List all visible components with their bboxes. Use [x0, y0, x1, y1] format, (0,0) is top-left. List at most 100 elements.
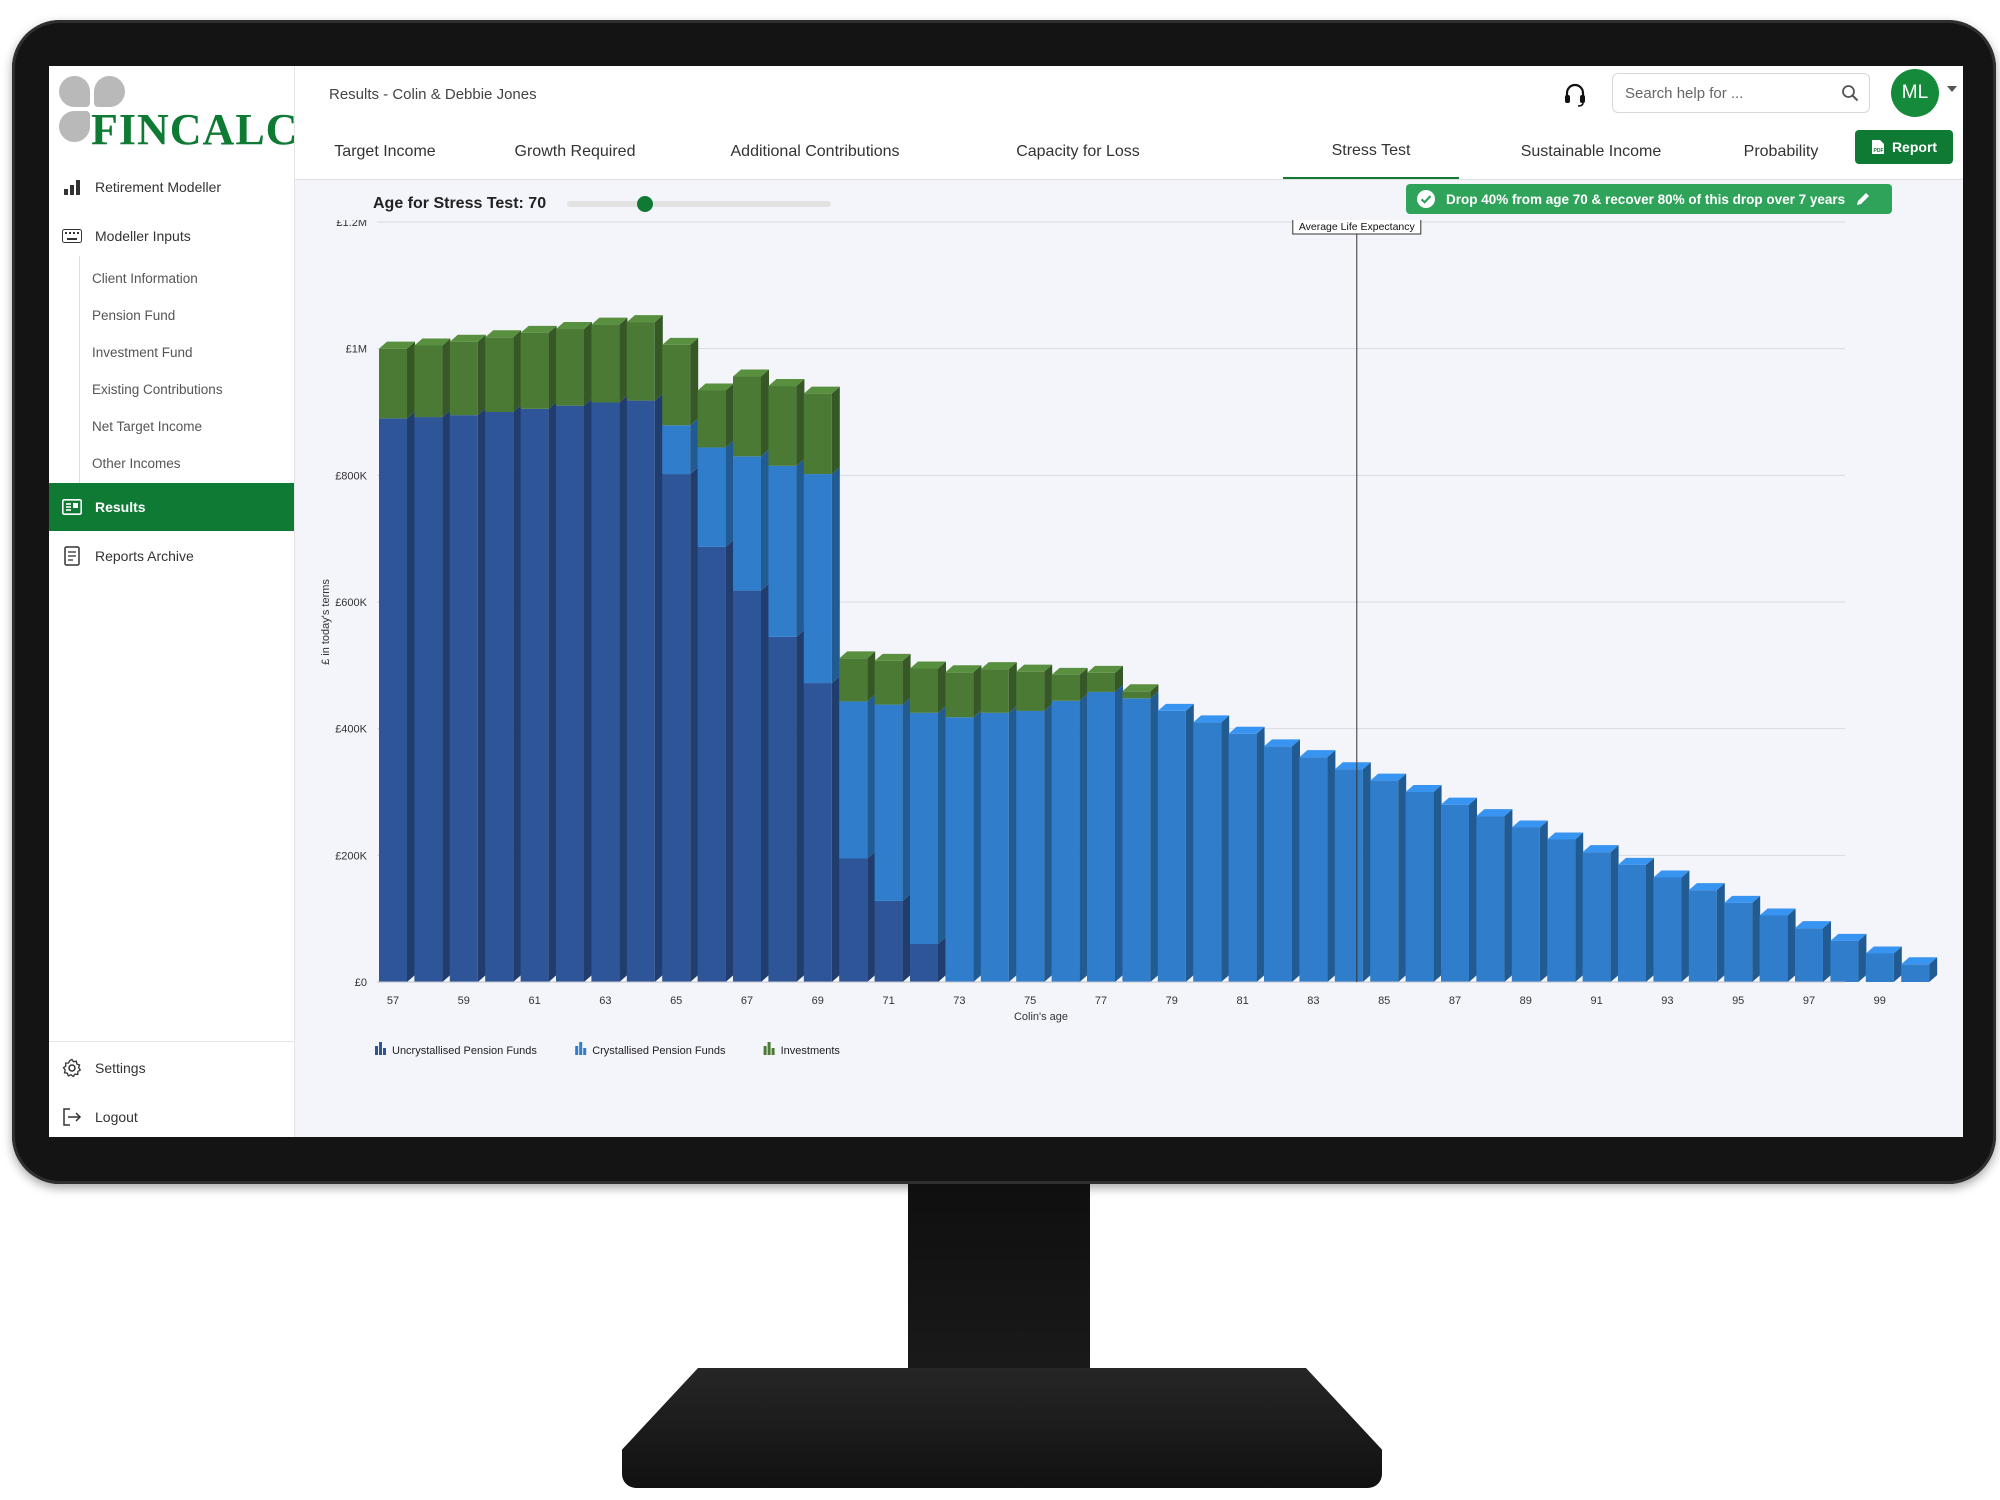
bar-72-2[interactable]: [910, 668, 938, 713]
tab-capacity-for-loss[interactable]: Capacity for Loss: [1016, 142, 1140, 160]
bar-67-0[interactable]: [733, 590, 761, 982]
bar-58-2[interactable]: [414, 345, 443, 418]
bar-69-1[interactable]: [803, 474, 832, 684]
tab-growth-required[interactable]: Growth Required: [514, 142, 636, 160]
bar-59-2[interactable]: [449, 341, 478, 416]
bar-62-2[interactable]: [556, 329, 584, 406]
fincalc-logo[interactable]: FINCALC: [59, 76, 297, 156]
legend-item-0[interactable]: Uncrystallised Pension Funds: [392, 1045, 537, 1057]
bar-93-1[interactable]: [1653, 877, 1682, 983]
help-search-input[interactable]: [1623, 82, 1837, 104]
bar-91-1[interactable]: [1582, 852, 1611, 982]
bar-68-0[interactable]: [768, 636, 797, 982]
bar-64-0[interactable]: [626, 400, 655, 983]
bar-62-0[interactable]: [556, 405, 584, 982]
sidebar-item-reports-archive[interactable]: Reports Archive: [49, 536, 294, 576]
user-avatar[interactable]: ML: [1891, 69, 1939, 117]
bar-60-0[interactable]: [485, 412, 514, 982]
bar-99-1[interactable]: [1865, 953, 1894, 983]
bar-76-1[interactable]: [1051, 700, 1080, 982]
bar-65-2[interactable]: [662, 344, 691, 426]
bar-63-2[interactable]: [591, 324, 620, 403]
bar-66-2[interactable]: [697, 390, 726, 448]
slider-track[interactable]: [567, 201, 831, 207]
stress-age-slider[interactable]: [567, 196, 831, 212]
bar-86-1[interactable]: [1405, 792, 1434, 982]
bar-66-1[interactable]: [697, 447, 726, 547]
bar-67-1[interactable]: [733, 456, 761, 591]
help-search-box[interactable]: [1612, 73, 1870, 113]
bar-57-0[interactable]: [379, 418, 407, 982]
bar-61-2[interactable]: [520, 332, 549, 409]
bar-87-1[interactable]: [1441, 804, 1469, 982]
bar-71-2[interactable]: [874, 660, 903, 705]
sidebar-subitem-existing-contributions[interactable]: Existing Contributions: [92, 382, 223, 397]
bar-77-2[interactable]: [1087, 672, 1115, 692]
bar-66-0[interactable]: [697, 546, 726, 982]
bar-92-1[interactable]: [1618, 864, 1646, 982]
bar-100-1[interactable]: [1901, 964, 1930, 982]
sidebar-item-logout[interactable]: Logout: [49, 1097, 294, 1137]
bar-90-1[interactable]: [1547, 839, 1576, 983]
bar-71-1[interactable]: [874, 704, 903, 901]
bar-71-0[interactable]: [874, 900, 903, 982]
bar-64-2[interactable]: [626, 322, 655, 401]
legend-item-1[interactable]: Crystallised Pension Funds: [592, 1045, 726, 1057]
bar-75-2[interactable]: [1016, 671, 1045, 711]
bar-75-1[interactable]: [1016, 710, 1045, 982]
bar-67-2[interactable]: [733, 376, 761, 457]
bar-77-1[interactable]: [1087, 691, 1115, 982]
bar-70-2[interactable]: [839, 658, 868, 702]
sidebar-subitem-net-target-income[interactable]: Net Target Income: [92, 419, 203, 434]
tab-target-income[interactable]: Target Income: [334, 142, 436, 160]
bar-65-1[interactable]: [662, 425, 691, 475]
bar-76-2[interactable]: [1051, 674, 1080, 701]
bar-69-2[interactable]: [803, 393, 832, 475]
bar-69-0[interactable]: [803, 683, 832, 982]
sidebar-subitem-other-incomes[interactable]: Other Incomes: [92, 456, 181, 471]
bar-73-1[interactable]: [945, 717, 974, 982]
bar-61-0[interactable]: [520, 408, 549, 982]
bar-63-0[interactable]: [591, 402, 620, 983]
bar-83-1[interactable]: [1299, 757, 1328, 982]
bar-88-1[interactable]: [1476, 816, 1505, 982]
bar-79-1[interactable]: [1157, 710, 1186, 982]
bar-81-1[interactable]: [1228, 733, 1257, 982]
sidebar-item-modeller-inputs[interactable]: Modeller Inputs: [49, 216, 294, 256]
bar-84-1[interactable]: [1334, 769, 1363, 982]
sidebar-item-settings[interactable]: Settings: [49, 1048, 294, 1088]
bar-96-1[interactable]: [1759, 915, 1788, 983]
headset-icon[interactable]: [1562, 82, 1588, 108]
bar-89-1[interactable]: [1511, 827, 1540, 982]
bar-68-2[interactable]: [768, 386, 797, 466]
bar-70-1[interactable]: [839, 701, 868, 859]
bar-78-2[interactable]: [1122, 691, 1151, 699]
bar-98-1[interactable]: [1830, 940, 1859, 982]
bar-72-0[interactable]: [910, 944, 938, 982]
bar-65-0[interactable]: [662, 474, 691, 982]
sidebar-subitem-pension-fund[interactable]: Pension Fund: [92, 308, 176, 323]
pencil-icon[interactable]: [1855, 191, 1871, 207]
bar-78-1[interactable]: [1122, 698, 1151, 982]
chevron-down-icon[interactable]: [1947, 86, 1957, 92]
bar-68-1[interactable]: [768, 465, 797, 637]
bar-82-1[interactable]: [1264, 746, 1292, 982]
bar-70-0[interactable]: [839, 858, 868, 983]
bar-80-1[interactable]: [1193, 722, 1222, 982]
search-icon[interactable]: [1841, 84, 1859, 102]
bar-74-1[interactable]: [980, 712, 1009, 982]
bar-85-1[interactable]: [1370, 780, 1399, 982]
tab-stress-test[interactable]: Stress Test: [1283, 124, 1459, 179]
legend-item-2[interactable]: Investments: [781, 1045, 841, 1057]
bar-74-2[interactable]: [980, 669, 1009, 713]
bar-60-2[interactable]: [485, 337, 514, 412]
bar-94-1[interactable]: [1688, 890, 1717, 982]
sidebar-item-results[interactable]: Results: [49, 483, 294, 531]
tab-probability[interactable]: Probability: [1743, 142, 1819, 160]
bar-95-1[interactable]: [1724, 902, 1753, 982]
bar-59-0[interactable]: [449, 415, 478, 982]
tab-sustainable-income[interactable]: Sustainable Income: [1520, 142, 1662, 160]
report-button[interactable]: PDF Report: [1855, 130, 1953, 164]
bar-58-0[interactable]: [414, 417, 443, 982]
sidebar-subitem-client-information[interactable]: Client Information: [92, 271, 198, 286]
